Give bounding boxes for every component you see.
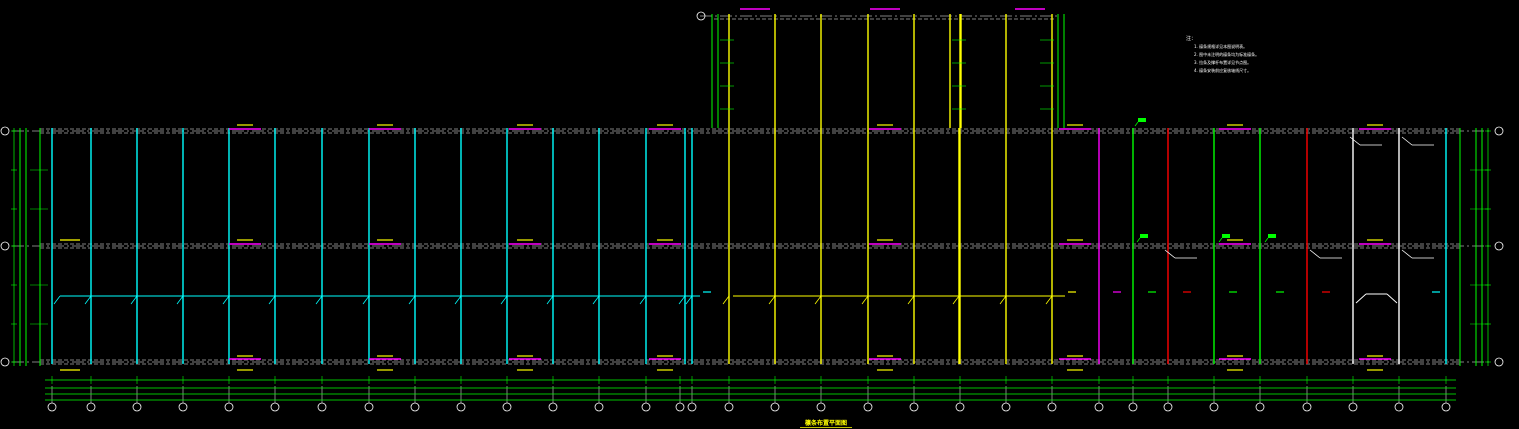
axis-bubble-icon [270, 402, 280, 412]
brace-tick [454, 295, 462, 305]
brace-line [1386, 293, 1398, 304]
leader-line [1164, 249, 1176, 259]
notes-heading: 注： [1186, 35, 1196, 42]
axis-bubble-icon [364, 402, 374, 412]
brace-tick [84, 295, 92, 305]
brace-tick [685, 295, 693, 305]
flag-tag-icon [1268, 234, 1276, 238]
axis-bubble-icon [696, 11, 706, 21]
axis-bubble-icon [1255, 402, 1265, 412]
flag-tag-leader [1218, 237, 1223, 243]
axis-bubble-icon [1209, 402, 1219, 412]
axis-bubble-icon [456, 402, 466, 412]
leader-line [1401, 249, 1413, 259]
axis-bubble-icon [1441, 402, 1451, 412]
brace-tick [639, 295, 647, 305]
brace-tick [768, 295, 776, 305]
flag-tag-icon [1140, 234, 1148, 238]
notes-block: 注： 1. 檩条规格详见本图说明表。 2. 图中未注明的檩条均为标准檩条。 3.… [1186, 35, 1259, 73]
axis-bubble-icon [410, 402, 420, 412]
axis-bubble-icon [132, 402, 142, 412]
brace-tick [1045, 295, 1053, 305]
axis-bubble-icon [1001, 402, 1011, 412]
axis-bubble-icon [502, 402, 512, 412]
note-line: 4. 檩条安装前应复核轴线尺寸。 [1194, 67, 1251, 73]
brace-tick [952, 295, 960, 305]
axis-bubble-icon [1494, 357, 1504, 367]
axis-bubbles [0, 11, 1504, 412]
grid-lines [12, 14, 1490, 366]
flag-tag-leader [1136, 237, 1141, 243]
axis-bubble-icon [0, 241, 10, 251]
axis-bubble-icon [724, 402, 734, 412]
axis-bubble-icon [0, 126, 10, 136]
member-tags [60, 8, 1440, 371]
leader-line [1309, 249, 1321, 259]
leader-line [1349, 136, 1361, 146]
axis-bubble-icon [909, 402, 919, 412]
brace-tick [362, 295, 370, 305]
brace-tick [907, 295, 915, 305]
axis-bubble-icon [178, 402, 188, 412]
note-line: 1. 檩条规格详见本图说明表。 [1194, 43, 1247, 49]
purlin-lines [51, 14, 1447, 364]
note-line: 2. 图中未注明的檩条均为标准檩条。 [1194, 51, 1259, 57]
axis-bubble-icon [1394, 402, 1404, 412]
axis-bubble-icon [863, 402, 873, 412]
brace-tick [222, 295, 230, 305]
brace-tick [130, 295, 138, 305]
brace-tick [268, 295, 276, 305]
brace-line [1355, 293, 1367, 304]
axis-bubble-icon [86, 402, 96, 412]
flag-tag-leader [1264, 237, 1269, 243]
flag-tag-icon [1138, 118, 1146, 122]
axis-bubble-icon [1494, 241, 1504, 251]
brace-tick [176, 295, 184, 305]
axis-bubble-icon [770, 402, 780, 412]
brace-tick [678, 295, 686, 305]
axis-bubble-icon [548, 402, 558, 412]
brace-tick [722, 295, 730, 305]
brace-tick [500, 295, 508, 305]
brace-tick [53, 295, 61, 305]
axis-bubble-icon [1163, 402, 1173, 412]
axis-bubble-icon [955, 402, 965, 412]
axis-bubble-icon [594, 402, 604, 412]
axis-bubble-icon [317, 402, 327, 412]
brace-tick [546, 295, 554, 305]
drawing-title: 檩条布置平面图 [805, 419, 847, 427]
brace-tick [592, 295, 600, 305]
brace-tick [999, 295, 1007, 305]
note-line: 3. 拉条及撑杆布置详见节点图。 [1194, 59, 1251, 65]
brace-tick [408, 295, 416, 305]
axis-bubble-icon [1128, 402, 1138, 412]
brace-tick [814, 295, 822, 305]
flag-tag-icon [1222, 234, 1230, 238]
axis-bubble-icon [1047, 402, 1057, 412]
axis-bubble-icon [1302, 402, 1312, 412]
axis-bubble-icon [687, 402, 697, 412]
leader-line [1401, 136, 1413, 146]
dimension-lines [11, 39, 1491, 401]
axis-bubble-icon [641, 402, 651, 412]
flag-tag-leader [1134, 121, 1139, 127]
axis-bubble-icon [1348, 402, 1358, 412]
axis-bubble-icon [0, 357, 10, 367]
brace-tick [315, 295, 323, 305]
axis-bubble-icon [1094, 402, 1104, 412]
axis-bubble-icon [816, 402, 826, 412]
axis-bubble-icon [224, 402, 234, 412]
axis-bubble-icon [1494, 126, 1504, 136]
brace-tick [861, 295, 869, 305]
axis-bubble-icon [675, 402, 685, 412]
axis-bubble-icon [47, 402, 57, 412]
